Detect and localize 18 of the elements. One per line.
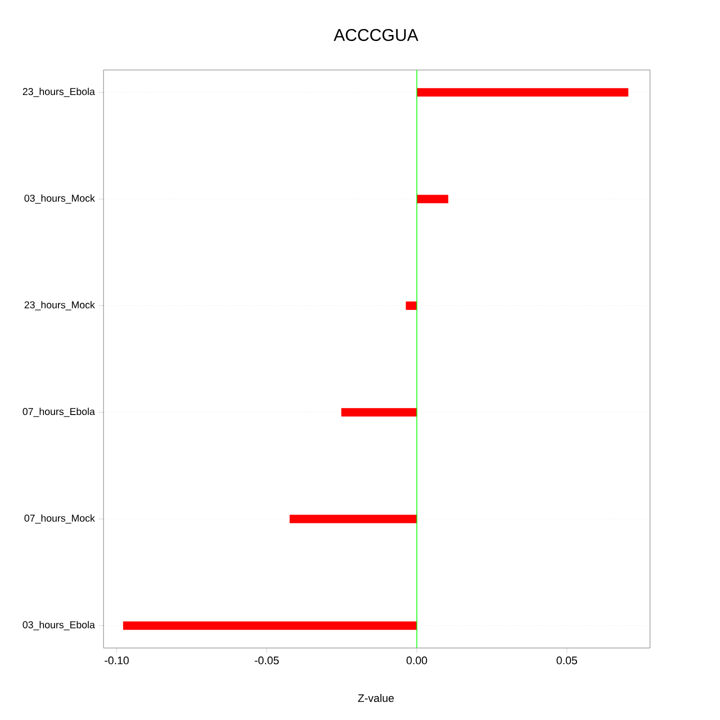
x-axis-title: Z-value [358,694,394,702]
y-tick-label: 23_hours_Mock [24,301,95,310]
x-tick-label: -0.05 [254,656,279,664]
x-tick-label: 0.00 [406,656,428,664]
y-tick-label: 03_hours_Ebola [22,621,95,630]
x-tick-label: -0.10 [104,656,129,664]
bar [406,301,418,310]
bar [416,88,628,97]
y-tick-label: 07_hours_Ebola [22,408,95,417]
bar [416,194,448,204]
bar [123,621,418,630]
bar [341,408,418,417]
y-tick-label: 03_hours_Mock [24,194,95,204]
x-tick-label: 0.05 [556,656,578,664]
chart-title: ACCCGUA [334,28,418,41]
y-tick-label: 07_hours_Mock [24,514,95,524]
bar [290,514,418,524]
y-tick-label: 23_hours_Ebola [22,88,95,97]
